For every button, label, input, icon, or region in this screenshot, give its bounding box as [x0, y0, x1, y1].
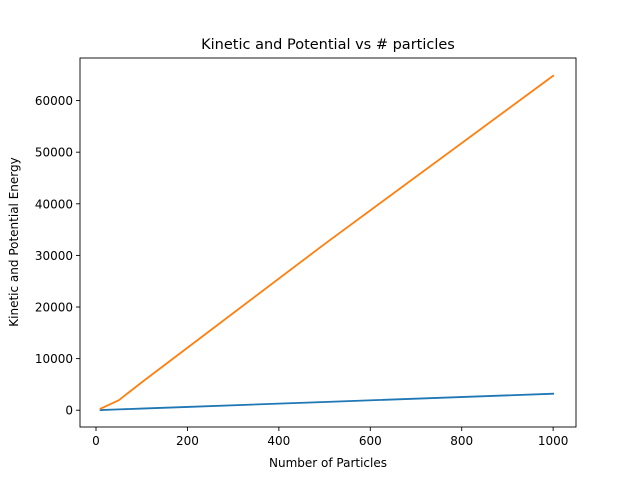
y-tick-label: 20000 [35, 301, 73, 315]
plot-frame [79, 57, 577, 428]
x-tick-label: 200 [176, 434, 199, 448]
x-axis-ticks: 0 200 400 600 800 1000 [92, 427, 568, 448]
y-axis-label: Kinetic and Potential Energy [7, 157, 21, 326]
series-line-2 [99, 74, 555, 410]
y-tick-label: 50000 [35, 146, 73, 160]
x-tick-label: 800 [450, 434, 473, 448]
y-tick-label: 0 [65, 404, 73, 418]
x-tick-label: 1000 [538, 434, 569, 448]
y-tick-label: 60000 [35, 94, 73, 108]
y-tick-label: 40000 [35, 197, 73, 211]
x-tick-label: 400 [267, 434, 290, 448]
series-layer [99, 74, 555, 412]
series-line-1 [99, 392, 555, 412]
y-tick-label: 10000 [35, 352, 73, 366]
x-tick-label: 600 [359, 434, 382, 448]
x-tick-label: 0 [92, 434, 100, 448]
y-axis-ticks: 0 10000 20000 30000 40000 50000 60000 [35, 94, 80, 418]
x-axis-label: Number of Particles [269, 456, 387, 470]
y-tick-label: 30000 [35, 249, 73, 263]
chart-title: Kinetic and Potential vs # particles [201, 37, 455, 53]
